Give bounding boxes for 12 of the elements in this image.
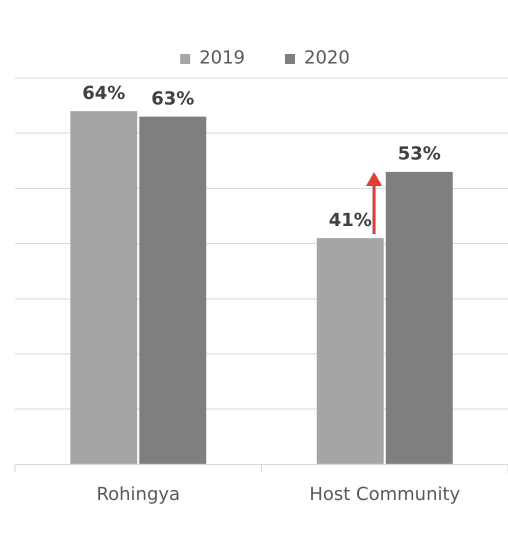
legend-label: 2020 [304, 48, 350, 69]
data-label: 63% [151, 88, 194, 110]
bar [139, 116, 206, 464]
x-tick-label: Rohingya [96, 484, 180, 505]
x-tick-label: Host Community [309, 484, 461, 505]
data-label: 64% [82, 82, 126, 104]
data-label: 41% [328, 210, 372, 231]
data-label: 53% [398, 144, 441, 165]
bar [386, 172, 453, 464]
bar [70, 111, 138, 464]
bar [316, 238, 384, 464]
legend-label: 2019 [199, 48, 246, 69]
